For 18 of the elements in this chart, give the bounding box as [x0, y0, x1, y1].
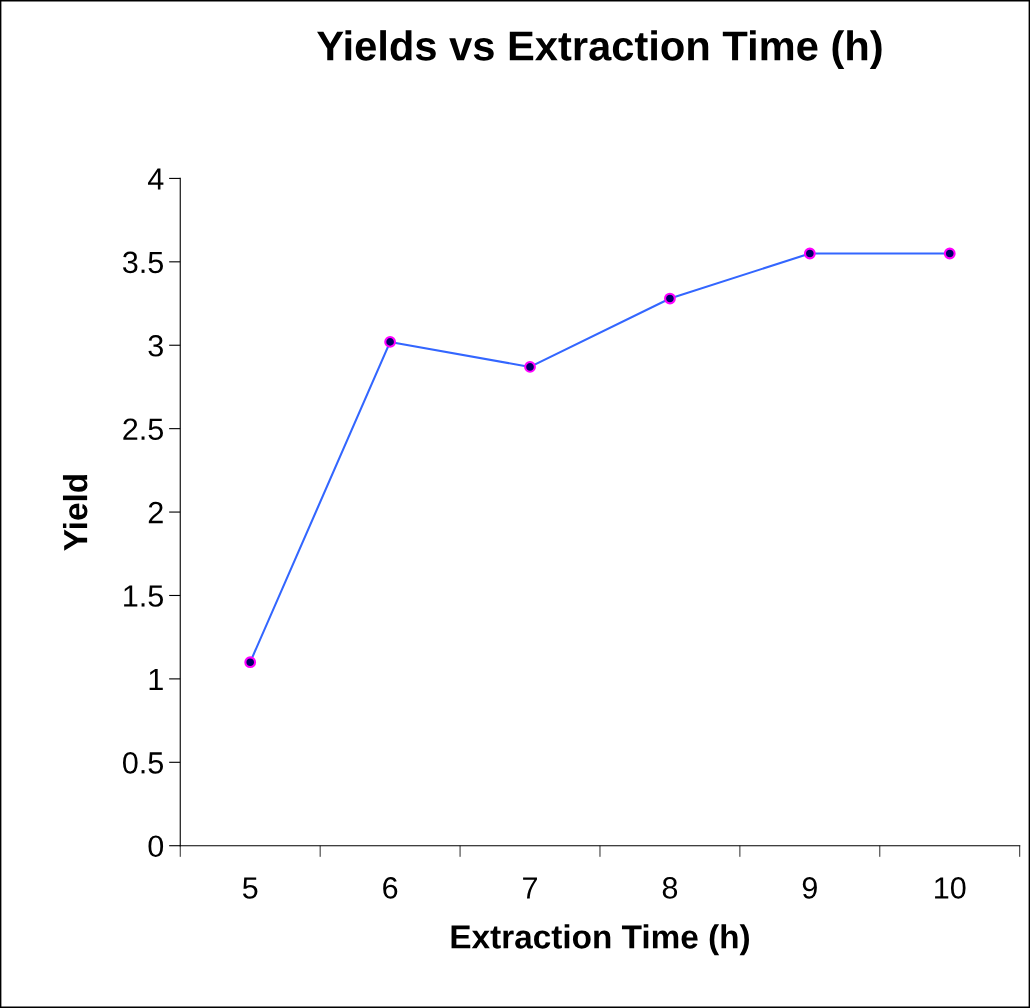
x-tick-label: 9 [802, 877, 817, 899]
y-tick-label: 2.5 [123, 418, 163, 441]
x-tick-label: 8 [662, 877, 678, 899]
x-axis-title: Extraction Time (h) [451, 924, 749, 956]
y-tick-label: 1.5 [124, 585, 163, 607]
y-axis-title: Yield [62, 475, 88, 551]
y-tick-label: 0.5 [123, 752, 163, 774]
chart-title: Yields vs Extraction Time (h) [317, 30, 882, 70]
y-tick-label: 0 [148, 835, 164, 858]
y-tick-label: 3.5 [122, 251, 163, 274]
x-tick-label: 6 [383, 877, 398, 899]
y-tick-label: 1 [149, 668, 163, 690]
y-tick-label: 4 [147, 168, 164, 190]
y-tick-label: 2 [148, 501, 163, 524]
x-tick-label: 7 [523, 877, 537, 899]
x-tick-label: 10 [935, 877, 966, 899]
x-tick-label: 5 [242, 877, 258, 899]
y-tick-label: 3 [148, 334, 163, 357]
